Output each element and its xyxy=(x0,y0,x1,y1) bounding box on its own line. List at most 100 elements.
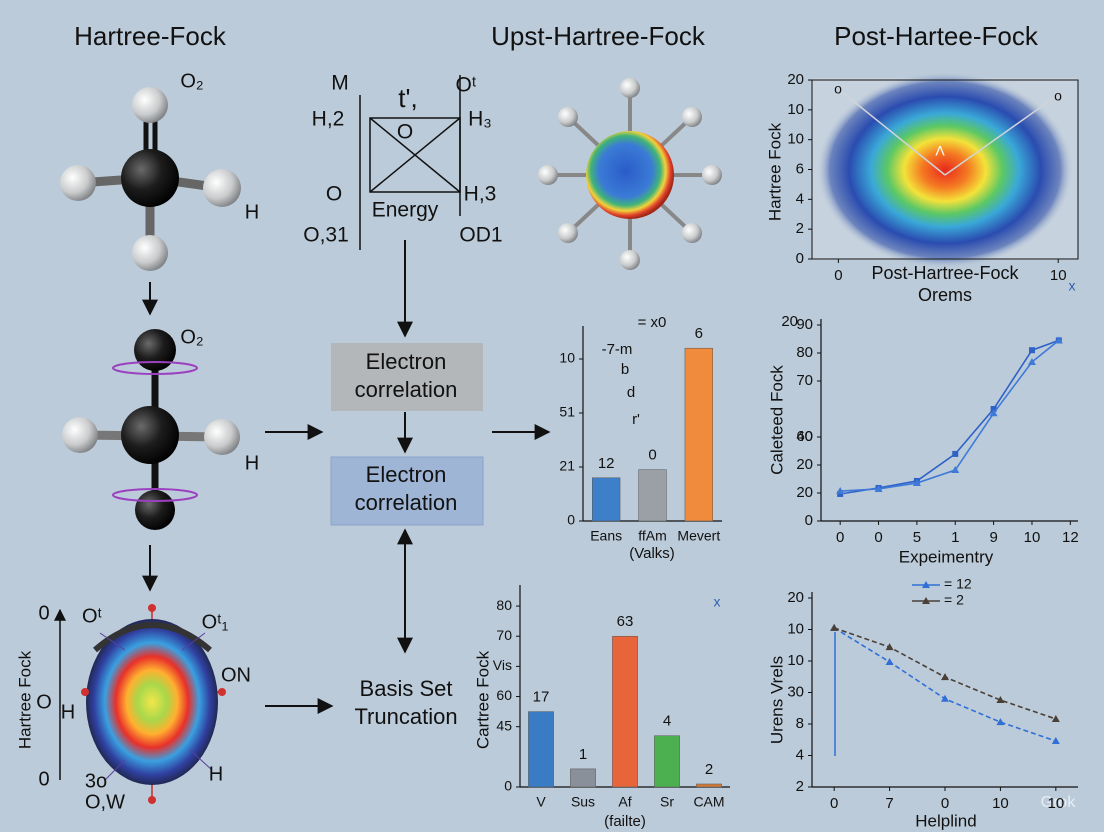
column-header: Upst-Hartree-Fock xyxy=(491,21,706,51)
point xyxy=(912,479,921,487)
point xyxy=(952,450,959,457)
y-tick-label: 80 xyxy=(496,597,512,613)
label: M xyxy=(331,72,349,95)
point xyxy=(1051,714,1060,722)
label: t', xyxy=(398,83,417,113)
label: Oᵗ xyxy=(82,605,102,627)
y-tick-label: 10 xyxy=(787,131,804,148)
point xyxy=(1054,336,1063,344)
x-tick-label: 0 xyxy=(834,267,842,284)
x-tick-label: 12 xyxy=(1062,529,1079,546)
y-tick-label: 2 xyxy=(796,778,804,795)
x-tick-label: 0 xyxy=(836,529,844,546)
step-label: Basis Set xyxy=(360,676,453,701)
heatmap-field xyxy=(817,72,1073,268)
annotation: o xyxy=(834,81,842,97)
sphere-molecule xyxy=(538,78,722,270)
annotation: x xyxy=(1069,278,1076,294)
point xyxy=(989,409,998,417)
axis-label: Urens Vrels xyxy=(767,656,786,744)
y-tick-label: Vis xyxy=(493,657,512,673)
x-tick-label: Mevert xyxy=(677,528,720,544)
step-label: Electron xyxy=(366,462,447,487)
plot-frame xyxy=(811,79,1079,260)
x-tick-label: 9 xyxy=(989,529,997,546)
bar xyxy=(570,768,596,788)
y-tick-label: 10 xyxy=(787,620,804,637)
label: H,2 xyxy=(312,108,345,131)
x-tick-label: 5 xyxy=(913,529,921,546)
label: Oᵗ₁ xyxy=(202,611,229,633)
label: H xyxy=(209,763,223,785)
point xyxy=(941,673,949,681)
bar xyxy=(592,477,621,522)
y-tick-label: 20 xyxy=(796,484,813,501)
y-tick-label: 8 xyxy=(796,715,804,732)
y-tick-label: 60 xyxy=(796,428,813,445)
x-tick-label: Sus xyxy=(571,794,595,810)
point xyxy=(874,484,883,492)
label: O₂ xyxy=(180,70,203,92)
point xyxy=(885,643,894,651)
annotation: = x0 xyxy=(638,314,667,331)
molecule-top xyxy=(60,87,241,271)
y-tick-label: 0 xyxy=(805,512,813,529)
x-tick-label: 0 xyxy=(830,795,838,812)
x-tick-label: 7 xyxy=(885,795,893,812)
axis-label: (Valks) xyxy=(629,545,675,562)
point xyxy=(1027,357,1036,365)
y-tick-label: 70 xyxy=(496,627,512,643)
annotation: d xyxy=(627,384,635,401)
annotation: -7-m xyxy=(602,341,633,358)
label: ON xyxy=(221,664,251,686)
x-tick-label: 0 xyxy=(941,795,949,812)
guide-line xyxy=(944,96,1056,176)
label: H xyxy=(61,701,75,723)
step-box xyxy=(331,343,483,411)
annotation: Λ xyxy=(935,143,945,159)
y-tick-label: 10 xyxy=(787,101,804,118)
label: 0 xyxy=(38,602,49,624)
x-tick-label: 10 xyxy=(992,795,1009,812)
y-tick-label: 20 xyxy=(796,456,813,473)
step-label: correlation xyxy=(355,377,458,402)
y-tick-label: 45 xyxy=(496,717,512,733)
y-tick-label: 6 xyxy=(796,160,804,177)
x-tick-label: Eans xyxy=(590,528,622,544)
x-tick-label: CAM xyxy=(693,794,724,810)
legend-label: = 12 xyxy=(944,576,972,592)
point xyxy=(830,623,839,631)
guide-line xyxy=(841,91,946,176)
label: O₂ xyxy=(180,326,203,348)
y-tick-label: 21 xyxy=(559,458,575,474)
series-line xyxy=(840,339,1060,495)
bar xyxy=(684,347,713,522)
molecule-middle xyxy=(62,329,240,530)
column-header: Hartree-Fock xyxy=(74,21,227,51)
point xyxy=(1051,737,1060,745)
label: H₃ xyxy=(468,108,492,131)
bar xyxy=(612,635,638,788)
y-tick-label: 2 xyxy=(796,220,804,237)
step-box xyxy=(330,456,484,526)
y-tick-label: 51 xyxy=(559,404,575,420)
molecule-bottom xyxy=(54,604,226,804)
bar-label: 0 xyxy=(648,447,656,464)
x-tick-label: ffAm xyxy=(638,528,667,544)
axis-label: Caleteed Fock xyxy=(767,365,786,475)
point xyxy=(1028,347,1035,354)
bar-label: 17 xyxy=(533,689,550,706)
y-tick-label: 90 xyxy=(796,316,813,333)
x-tick-label: V xyxy=(536,794,546,810)
bar xyxy=(654,735,680,788)
label: Oᵗ xyxy=(456,74,477,97)
annotation: b xyxy=(621,361,629,378)
x-tick-label: 0 xyxy=(874,529,882,546)
step-label: Electron xyxy=(366,349,447,374)
watermark: Grok xyxy=(1041,794,1077,811)
bar-label: 6 xyxy=(695,325,703,342)
bar-label: 63 xyxy=(617,613,634,630)
series-line xyxy=(833,627,1057,742)
y-tick-label: 0 xyxy=(567,512,575,528)
